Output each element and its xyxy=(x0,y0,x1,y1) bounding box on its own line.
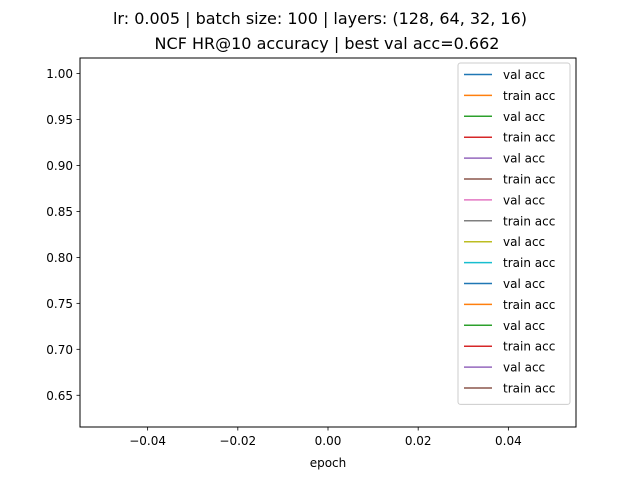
x-tick-label: −0.04 xyxy=(129,434,166,448)
legend: val acc train acc val acc train acc val acc t… xyxy=(457,62,571,405)
x-tick-label: 0.02 xyxy=(405,434,432,448)
legend-label: val acc xyxy=(503,152,545,166)
plot-frame xyxy=(79,57,577,428)
x-tick-label: −0.02 xyxy=(219,434,256,448)
y-tick-label: 0.85 xyxy=(46,205,73,219)
x-axis-ticks: −0.04 −0.02 0.00 0.02 0.04 xyxy=(129,427,522,448)
legend-label: val acc xyxy=(503,277,545,291)
y-tick-label: 0.80 xyxy=(46,251,73,265)
x-tick-label: 0.04 xyxy=(495,434,522,448)
y-tick-label: 0.90 xyxy=(46,159,73,173)
legend-label: val acc xyxy=(503,110,545,124)
legend-label: val acc xyxy=(503,193,545,207)
y-tick-label: 0.65 xyxy=(46,389,73,403)
chart-subtitle: NCF HR@10 accuracy | best val acc=0.662 xyxy=(155,34,500,53)
legend-label: val acc xyxy=(503,319,545,333)
legend-label: val acc xyxy=(503,68,545,82)
legend-label: train acc xyxy=(503,382,555,396)
y-tick-label: 0.95 xyxy=(46,113,73,127)
legend-label: val acc xyxy=(503,361,545,375)
legend-label: train acc xyxy=(503,89,555,103)
legend-label: train acc xyxy=(503,173,555,187)
y-tick-label: 0.70 xyxy=(46,343,73,357)
legend-label: train acc xyxy=(503,131,555,145)
y-tick-label: 1.00 xyxy=(46,67,73,81)
legend-label: train acc xyxy=(503,256,555,270)
legend-label: train acc xyxy=(503,298,555,312)
y-axis-ticks: 0.65 0.70 0.75 0.80 0.85 0.90 0.95 1.00 xyxy=(46,67,80,403)
legend-label: train acc xyxy=(503,214,555,228)
legend-label: val acc xyxy=(503,235,545,249)
legend-label: train acc xyxy=(503,340,555,354)
x-tick-label: 0.00 xyxy=(315,434,342,448)
x-axis-label: epoch xyxy=(310,456,347,470)
y-tick-label: 0.75 xyxy=(46,297,73,311)
chart-title: lr: 0.005 | batch size: 100 | layers: (1… xyxy=(113,9,527,28)
legend-box xyxy=(457,62,571,405)
